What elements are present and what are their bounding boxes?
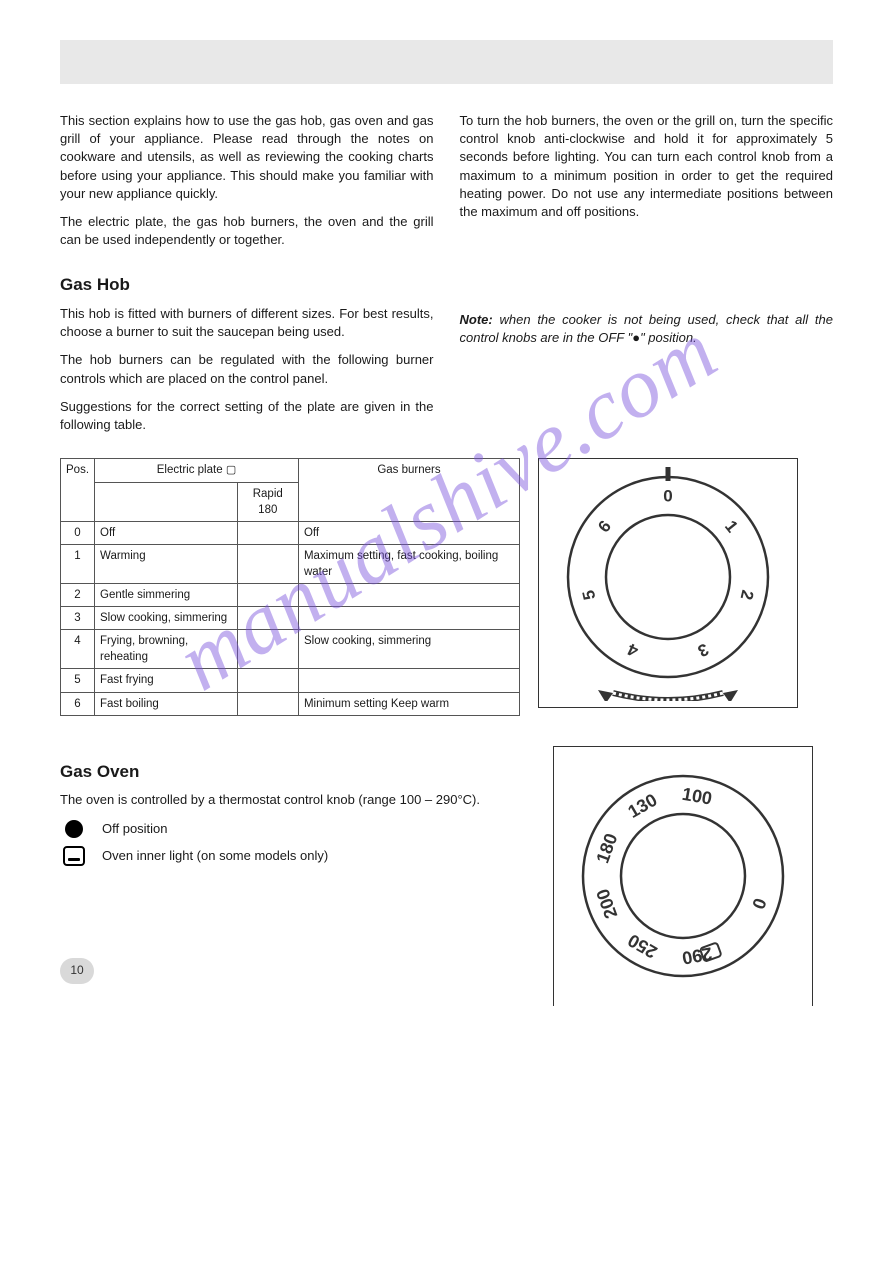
svg-text:130: 130 [624, 790, 660, 822]
hob-note: Note: when the cooker is not being used,… [460, 311, 834, 347]
cell-rapid [237, 669, 298, 692]
svg-text:290: 290 [681, 943, 714, 968]
svg-text:5: 5 [579, 589, 600, 602]
intro-p1: This section explains how to use the gas… [60, 112, 434, 203]
oven-heading: Gas Oven [60, 760, 523, 784]
cell-pos: 6 [61, 692, 95, 715]
svg-text:3: 3 [695, 640, 712, 661]
svg-text:1: 1 [721, 517, 742, 536]
oven-dial-figure: 0 100 130180 200250 290 [553, 746, 813, 1006]
legend-off: Off position [60, 820, 523, 838]
cell-gas [298, 669, 519, 692]
cell-rapid [237, 630, 298, 669]
oven-p1: The oven is controlled by a thermostat c… [60, 791, 523, 809]
hob-heading: Gas Hob [60, 273, 833, 297]
cell-gas: Slow cooking, simmering [298, 630, 519, 669]
th-plate-label: Electric plate [157, 464, 223, 476]
th-rapid-left [95, 482, 238, 521]
th-rapid: Rapid 180 [237, 482, 298, 521]
oven-dial-svg: 0 100 130180 200250 290 [558, 751, 808, 1001]
hob-dial-svg: 0 1 2 3 4 5 6 [548, 465, 788, 701]
cell-rapid [237, 692, 298, 715]
cell-pos: 2 [61, 584, 95, 607]
svg-text:180: 180 [592, 831, 621, 866]
legend-off-text: Off position [102, 820, 168, 838]
hob-p3: Suggestions for the correct setting of t… [60, 398, 434, 434]
svg-text:200: 200 [592, 886, 621, 921]
hob-table: Pos. Electric plate ▢ Gas burners Rapid … [60, 458, 520, 715]
cell-rapid [237, 544, 298, 583]
legend-light: Oven inner light (on some models only) [60, 846, 523, 866]
cell-gas: Maximum setting, fast cooking, boiling w… [298, 544, 519, 583]
cell-gas: Minimum setting Keep warm [298, 692, 519, 715]
svg-text:4: 4 [624, 639, 641, 660]
oven-light-icon [63, 846, 85, 866]
table-row: 2Gentle simmering [61, 584, 520, 607]
cell-pos: 5 [61, 669, 95, 692]
table-row: 6Fast boiling Minimum setting Keep warm [61, 692, 520, 715]
cell-rapid [237, 607, 298, 630]
svg-text:100: 100 [681, 784, 714, 809]
cell-gas [298, 607, 519, 630]
legend-light-text: Oven inner light (on some models only) [102, 847, 328, 865]
off-dot-icon [65, 820, 83, 838]
svg-text:0: 0 [663, 487, 672, 506]
cell-plate: Fast frying [95, 669, 238, 692]
cell-plate: Fast boiling [95, 692, 238, 715]
th-gas: Gas burners [298, 459, 519, 522]
table-row: 4Frying, browning, reheating Slow cooking… [61, 630, 520, 669]
cell-plate: Slow cooking, simmering [95, 607, 238, 630]
intro-p3: To turn the hob burners, the oven or the… [460, 112, 834, 221]
cell-pos: 1 [61, 544, 95, 583]
header-bar [60, 40, 833, 84]
cell-plate: Gentle simmering [95, 584, 238, 607]
intro-p2: The electric plate, the gas hob burners,… [60, 213, 434, 249]
cell-plate: Warming [95, 544, 238, 583]
cell-rapid [237, 521, 298, 544]
hob-p2: The hob burners can be regulated with th… [60, 351, 434, 387]
table-row: 3Slow cooking, simmering [61, 607, 520, 630]
note-label: Note: [460, 312, 493, 327]
cell-plate: Off [95, 521, 238, 544]
cell-rapid [237, 584, 298, 607]
svg-text:0: 0 [748, 896, 770, 912]
svg-text:250: 250 [624, 930, 660, 962]
cell-plate: Frying, browning, reheating [95, 630, 238, 669]
cell-gas [298, 584, 519, 607]
svg-text:2: 2 [737, 589, 758, 602]
cell-pos: 4 [61, 630, 95, 669]
th-plate: Electric plate ▢ [95, 459, 299, 482]
table-row: 1Warming Maximum setting, fast cooking, b… [61, 544, 520, 583]
cell-pos: 0 [61, 521, 95, 544]
svg-text:6: 6 [594, 517, 615, 536]
cell-gas: Off [298, 521, 519, 544]
hob-p1: This hob is fitted with burners of diffe… [60, 305, 434, 341]
table-row: 0OffOff [61, 521, 520, 544]
cell-pos: 3 [61, 607, 95, 630]
note-text: when the cooker is not being used, check… [460, 312, 833, 345]
th-pos: Pos. [61, 459, 95, 522]
table-row: 5Fast frying [61, 669, 520, 692]
hob-dial-figure: 0 1 2 3 4 5 6 [538, 458, 798, 708]
